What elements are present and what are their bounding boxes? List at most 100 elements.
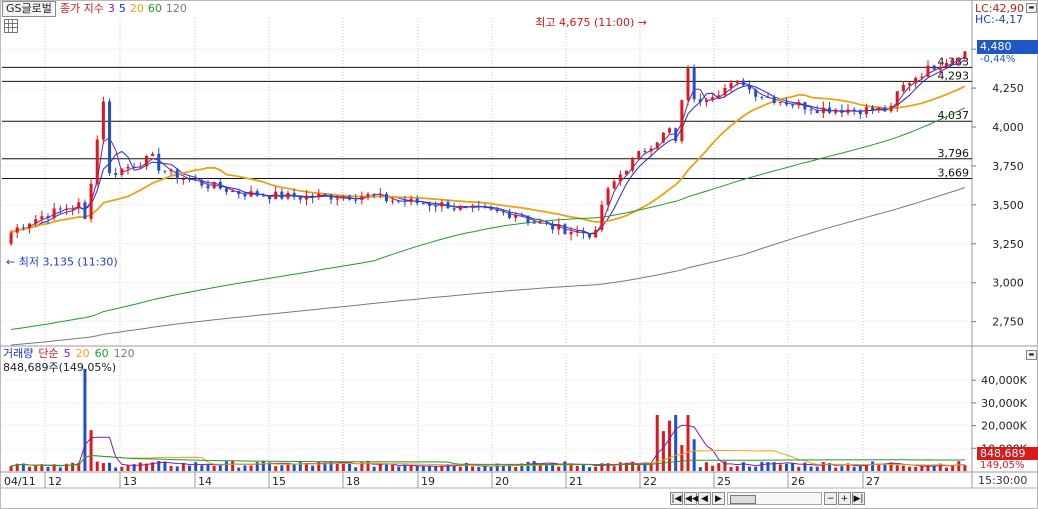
scroll-last-button[interactable]: ▶| xyxy=(852,492,865,505)
candle-body xyxy=(292,192,296,198)
volume-bar xyxy=(631,461,635,471)
candle-body xyxy=(717,95,721,98)
candle-body xyxy=(489,208,493,210)
candle-body xyxy=(538,222,542,224)
reference-label: 3,669 xyxy=(938,167,970,180)
ma60-label[interactable]: 60 xyxy=(147,2,162,15)
volume-bar xyxy=(544,464,548,471)
candle-body xyxy=(766,97,770,99)
candle-body xyxy=(40,216,44,220)
candle-body xyxy=(77,202,81,209)
volume-bar xyxy=(212,465,216,471)
volume-bar xyxy=(231,461,235,471)
volume-bar xyxy=(803,462,807,471)
candle-body xyxy=(778,101,782,104)
ma5-label[interactable]: 5 xyxy=(118,2,126,15)
ma120-label[interactable]: 120 xyxy=(165,2,187,15)
volume-bar xyxy=(871,461,875,471)
volume-bar xyxy=(21,463,25,471)
scroll-prev-page-button[interactable]: ◀◀ xyxy=(684,492,699,505)
candle-body xyxy=(249,191,253,197)
candle-body xyxy=(797,102,801,106)
candle-body xyxy=(711,97,715,101)
volume-bar xyxy=(415,465,419,471)
vma60-label[interactable]: 60 xyxy=(94,347,109,360)
stock-name-box[interactable]: GS글로벌 xyxy=(2,1,56,17)
volume-bar xyxy=(89,430,93,471)
candle-body xyxy=(723,87,727,96)
volume-bar xyxy=(908,466,912,471)
volume-bar xyxy=(594,466,598,471)
candle-body xyxy=(9,232,13,244)
current-price-box: 4,480 xyxy=(977,40,1038,54)
scroll-prev-button[interactable]: ◀ xyxy=(698,492,711,505)
candle-body xyxy=(64,209,68,211)
candle-body xyxy=(563,224,567,235)
zoom-out-icon[interactable]: − xyxy=(824,492,837,505)
grid-icon[interactable] xyxy=(4,19,18,33)
volume-indicator-label[interactable]: 단순 xyxy=(38,347,59,360)
volume-bar xyxy=(366,460,370,471)
ma3-label[interactable]: 3 xyxy=(107,2,115,15)
candle-body xyxy=(415,198,419,204)
scroll-thumb[interactable] xyxy=(730,495,756,504)
volume-bar xyxy=(495,463,499,471)
volume-bar xyxy=(157,460,161,471)
volume-resize-icon[interactable]: ▬ xyxy=(1026,350,1037,360)
volume-bar xyxy=(360,462,364,471)
vma20-label[interactable]: 20 xyxy=(75,347,90,360)
volume-bar xyxy=(612,466,616,471)
low-annotation: ← 최저 3,135 (11:30) xyxy=(6,256,118,269)
volume-bar xyxy=(40,464,44,471)
candle-body xyxy=(661,132,665,143)
x-tick-label: 15 xyxy=(272,475,286,488)
volume-bar xyxy=(944,467,948,471)
volume-bar xyxy=(268,462,272,471)
resize-icon[interactable]: ▬ xyxy=(1026,3,1037,13)
volume-bar xyxy=(674,414,678,471)
vma5-label[interactable]: 5 xyxy=(63,347,71,360)
volume-bar xyxy=(28,466,32,471)
volume-bar xyxy=(175,466,179,471)
candle-body xyxy=(852,109,856,111)
volume-bar xyxy=(151,462,155,471)
volume-bar xyxy=(889,462,893,471)
scroll-first-button[interactable]: |◀ xyxy=(670,492,683,505)
candle-body xyxy=(871,107,875,111)
candle-body xyxy=(883,107,887,112)
y-tick-label: 4,000 xyxy=(992,121,1024,134)
ma20-label[interactable]: 20 xyxy=(129,2,144,15)
candle-body xyxy=(89,183,93,219)
candle-body xyxy=(188,179,192,181)
candle-body xyxy=(754,89,758,97)
volume-bar xyxy=(791,462,795,471)
volume-bar xyxy=(169,466,173,471)
candle-body xyxy=(575,230,579,233)
volume-bar xyxy=(723,461,727,471)
volume-bar xyxy=(446,464,450,471)
volume-bar xyxy=(643,463,647,471)
volume-bar xyxy=(754,466,758,471)
vma120-label[interactable]: 120 xyxy=(113,347,135,360)
volume-header: 거래량 단순 5 20 60 120 xyxy=(3,347,135,361)
candle-body xyxy=(108,101,112,174)
scroll-next-button[interactable]: ▶ xyxy=(712,492,725,505)
candle-body xyxy=(557,224,561,230)
volume-bar xyxy=(932,465,936,471)
candle-body xyxy=(255,191,259,196)
zoom-in-icon[interactable]: + xyxy=(838,492,851,505)
candle-body xyxy=(809,109,813,111)
volume-bar xyxy=(188,465,192,471)
volume-bar xyxy=(458,466,462,471)
volume-bar xyxy=(951,466,955,471)
indicator-label[interactable]: 종가 지수 xyxy=(59,2,104,15)
candle-body xyxy=(378,193,382,195)
candle-body xyxy=(138,166,142,168)
volume-bar xyxy=(883,464,887,471)
x-tick-label: 04/11 xyxy=(4,475,36,488)
volume-title[interactable]: 거래량 xyxy=(3,347,34,360)
candle-body xyxy=(649,148,653,152)
volume-bar xyxy=(71,462,75,471)
volume-bar xyxy=(46,466,50,471)
horizontal-scrollbar[interactable] xyxy=(727,492,822,505)
